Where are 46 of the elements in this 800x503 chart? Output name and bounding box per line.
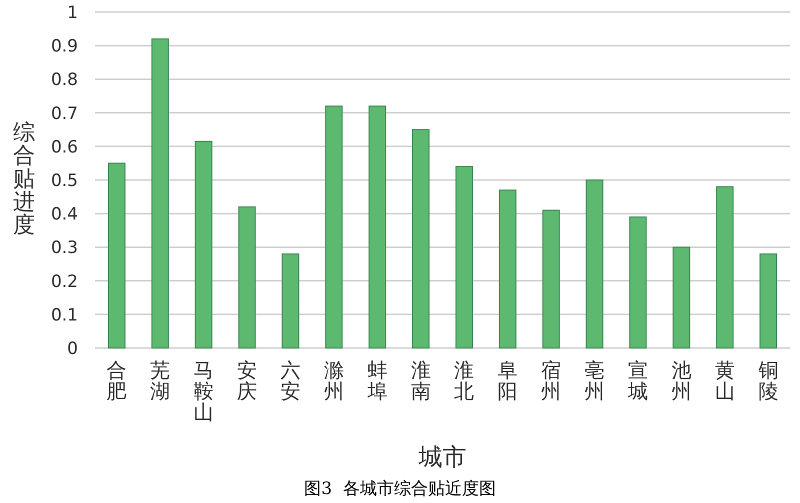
x-tick-label: 铜陵 xyxy=(757,358,778,403)
bar xyxy=(282,253,300,348)
bar xyxy=(629,216,647,348)
x-tick-label: 马鞍山 xyxy=(194,358,214,424)
y-tick-label: 0.1 xyxy=(50,305,78,326)
y-tick-label: 0.9 xyxy=(50,36,78,57)
y-axis-title: 综合贴进度 xyxy=(13,120,35,238)
bar xyxy=(542,210,560,348)
bar xyxy=(760,253,778,348)
y-tick-label: 0.2 xyxy=(50,272,78,292)
caption: 图3 各城市综合贴近度图 xyxy=(304,479,496,499)
bar xyxy=(325,106,343,348)
x-tick-label: 芜湖 xyxy=(150,358,170,403)
bar xyxy=(194,140,212,348)
x-tick-label: 合肥 xyxy=(106,358,127,403)
x-tick-label: 黄山 xyxy=(714,358,735,403)
bar xyxy=(498,190,516,348)
bar xyxy=(412,129,430,348)
bar xyxy=(108,162,126,348)
bar xyxy=(586,180,604,348)
x-tick-label: 滁州 xyxy=(324,358,344,403)
bar xyxy=(672,246,690,348)
x-tick-label: 淮北 xyxy=(454,358,474,403)
x-tick-label: 池州 xyxy=(671,358,692,403)
x-tick-label: 宣城 xyxy=(626,358,648,403)
x-tick-label: 阜阳 xyxy=(498,358,518,403)
x-tick-label: 淮南 xyxy=(410,358,431,403)
x-tick-label: 亳州 xyxy=(584,358,605,403)
bar xyxy=(455,166,473,348)
y-tick-label: 0 xyxy=(67,339,78,359)
x-axis-title: 城市 xyxy=(418,443,466,471)
y-tick-label: 0.7 xyxy=(50,104,78,124)
bar xyxy=(238,206,256,348)
x-tick-label: 宿州 xyxy=(541,358,562,403)
bar xyxy=(151,38,169,348)
y-tick-label: 1 xyxy=(67,3,78,23)
bar xyxy=(368,106,386,348)
y-tick-label: 0.6 xyxy=(50,137,78,158)
y-tick-label: 0.3 xyxy=(50,238,78,258)
x-tick-label: 六安 xyxy=(280,358,300,403)
y-tick-label: 0.8 xyxy=(50,70,78,90)
x-tick-label: 安庆 xyxy=(237,358,258,403)
bar xyxy=(716,186,734,348)
y-tick-label: 0.5 xyxy=(50,171,78,191)
y-tick-label: 0.4 xyxy=(50,204,78,225)
x-tick-label: 蚌埠 xyxy=(366,358,388,403)
